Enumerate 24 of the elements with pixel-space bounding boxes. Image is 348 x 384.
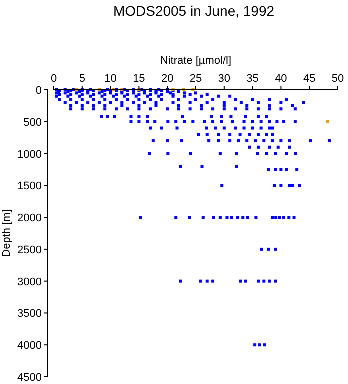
x-tick-label: 0 — [50, 73, 58, 85]
x-tick-label: 20 — [161, 73, 174, 85]
y-axis-title: Depth [m] — [1, 210, 13, 258]
y-tick-label: 4500 — [18, 372, 42, 384]
x-tick-label: 10 — [104, 73, 117, 85]
y-tick-label: 2000 — [18, 212, 42, 225]
x-tick-label: 25 — [190, 73, 202, 85]
y-tick-label: 500 — [24, 116, 42, 129]
x-tick-label: 40 — [275, 73, 288, 85]
y-tick-label: 0 — [36, 85, 42, 97]
x-tick-label: 35 — [246, 73, 259, 85]
chart-title: MODS2005 in June, 1992 — [113, 3, 275, 19]
x-tick-label: 15 — [133, 73, 146, 85]
y-tick-label: 3500 — [18, 308, 42, 320]
y-tick-label: 2500 — [18, 244, 42, 256]
y-tick-label: 3000 — [18, 276, 42, 288]
x-tick-label: 5 — [79, 73, 86, 85]
x-tick-label: 30 — [218, 73, 231, 85]
y-tick-label: 1000 — [18, 148, 42, 161]
y-tick-label: 1500 — [18, 180, 42, 193]
x-axis-title: Nitrate [µmol/l] — [160, 55, 232, 67]
y-tick-label: 4000 — [18, 340, 42, 352]
x-tick-label: 45 — [303, 73, 316, 85]
x-tick-label: 50 — [332, 73, 344, 85]
